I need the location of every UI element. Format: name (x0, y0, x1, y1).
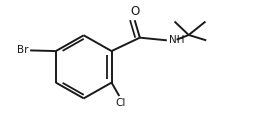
Text: Cl: Cl (115, 98, 126, 108)
Text: Br: Br (17, 45, 29, 55)
Text: O: O (130, 5, 139, 18)
Text: NH: NH (169, 35, 184, 45)
